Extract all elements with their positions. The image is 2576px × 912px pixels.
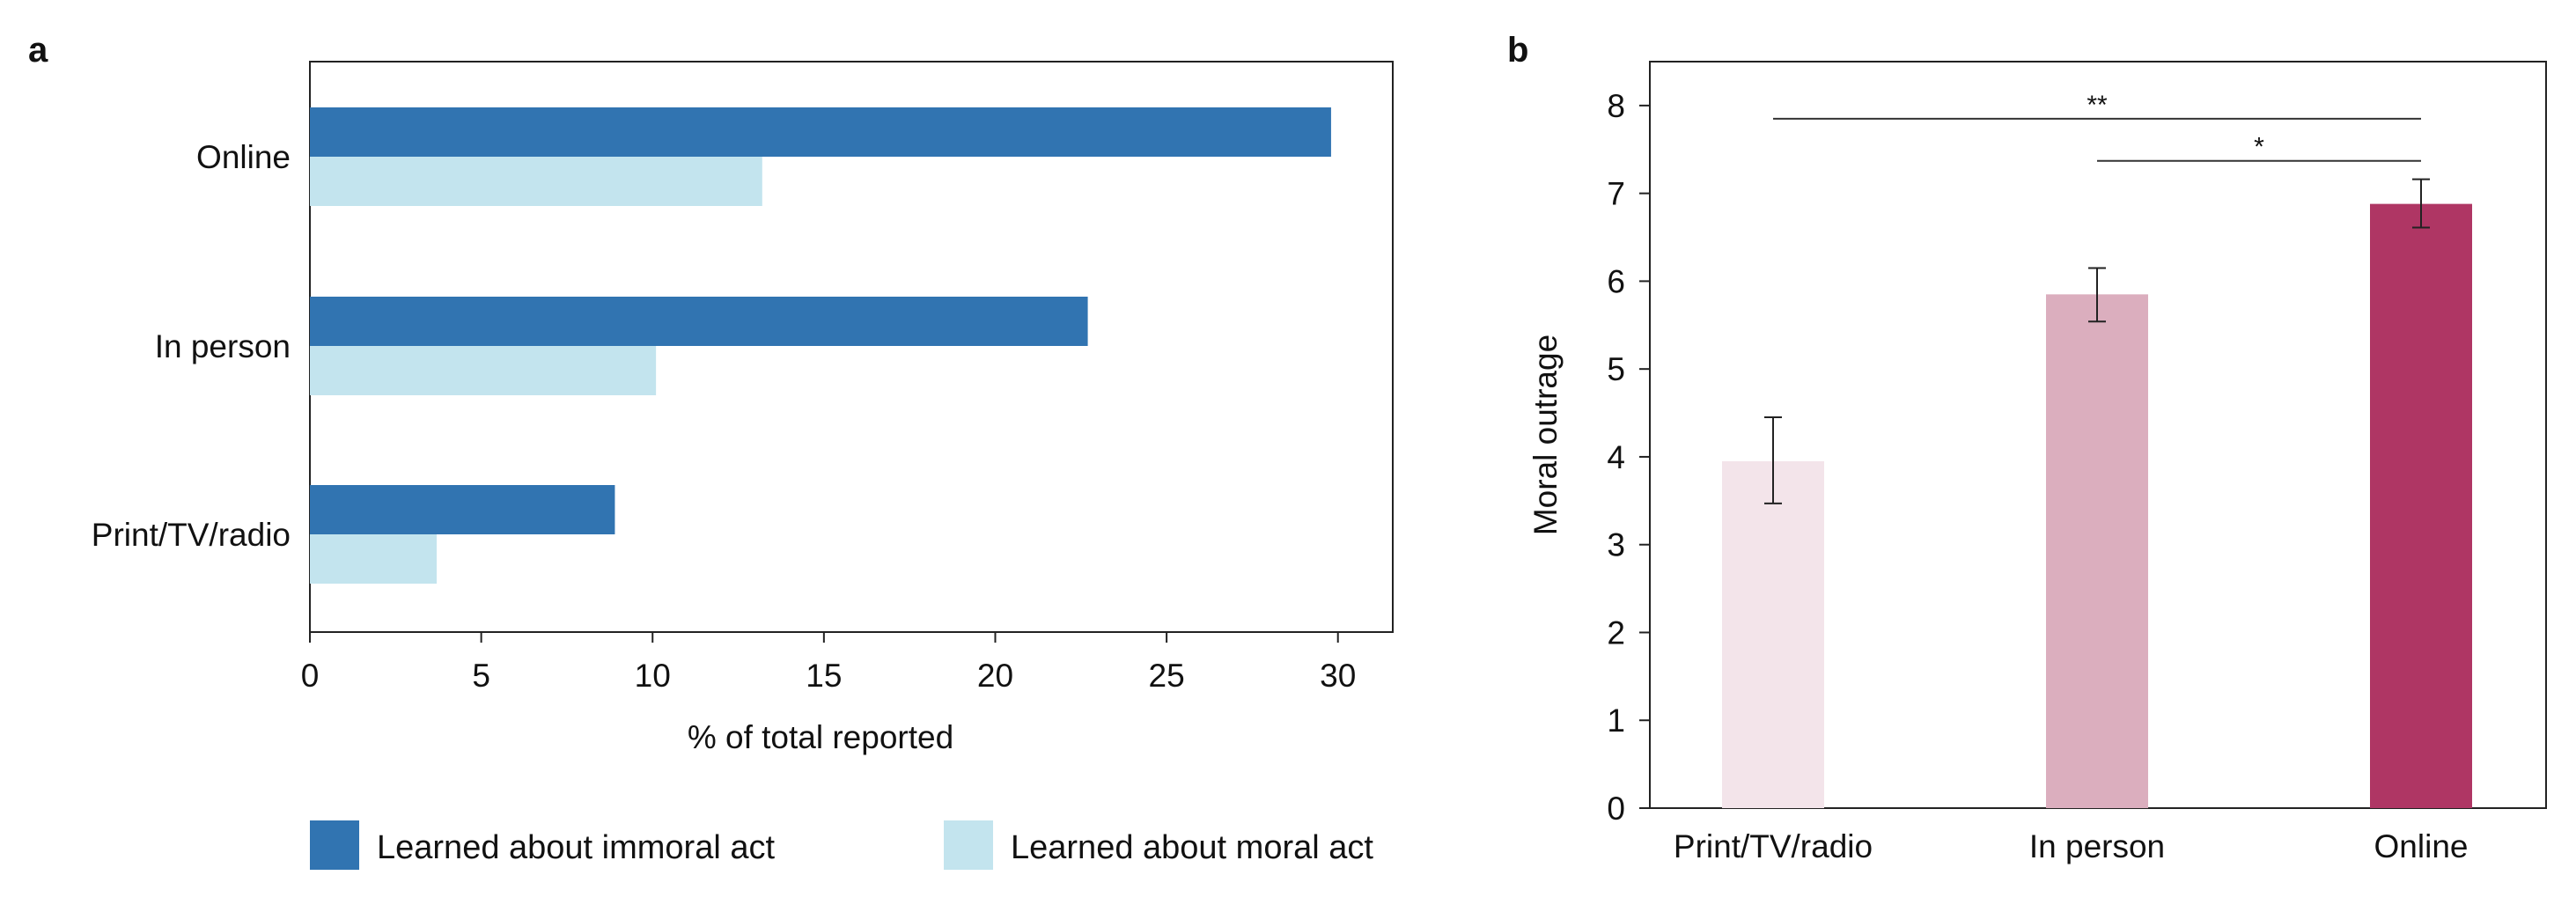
x-tick-label: 10 [635, 658, 671, 694]
panel-b-significance: *** [1773, 91, 2421, 162]
category-label: Print/TV/radio [92, 517, 291, 553]
legend-swatch-immoral [310, 820, 359, 870]
y-tick-label: 4 [1607, 439, 1625, 475]
x-tick-label: 25 [1149, 658, 1185, 694]
y-tick-label: 8 [1607, 88, 1625, 124]
bar-outrage-print-tv-radio [1722, 460, 1824, 808]
y-tick-label: 6 [1607, 263, 1625, 299]
bar-immoral-online [310, 107, 1331, 157]
bar-moral-in-person [310, 346, 657, 395]
bar-immoral-in-person [310, 297, 1088, 346]
category-label: In person [155, 328, 291, 364]
panel-b-y-axis-title: Moral outrage [1527, 335, 1564, 535]
panel-a-category-labels: Online In person Print/TV/radio [92, 139, 291, 553]
panel-b-y-ticks: 0 1 2 3 4 5 6 7 8 [1607, 88, 1650, 827]
panel-a-label: a [28, 31, 48, 70]
panel-b-label: b [1507, 31, 1528, 70]
panel-b-bars [1722, 203, 2472, 808]
bar-moral-print-tv-radio [310, 534, 438, 584]
x-tick-label: 5 [472, 658, 490, 694]
panel-a-x-ticks: 0 5 10 15 20 25 30 [301, 632, 1356, 694]
legend-label-immoral: Learned about immoral act [377, 829, 775, 866]
y-tick-label: 7 [1607, 176, 1625, 212]
y-tick-label: 0 [1607, 791, 1625, 827]
y-tick-label: 2 [1607, 614, 1625, 651]
legend-swatch-moral [944, 820, 993, 870]
panel-b-error-bars [1764, 178, 2430, 504]
y-tick-label: 1 [1607, 702, 1625, 739]
panel-a-x-axis-title: % of total reported [688, 719, 953, 755]
x-tick-label: 30 [1320, 658, 1356, 694]
significance-marker: * [2254, 133, 2264, 162]
category-label: Print/TV/radio [1674, 828, 1873, 864]
y-tick-label: 3 [1607, 527, 1625, 563]
x-tick-label: 0 [301, 658, 320, 694]
bar-outrage-online [2370, 203, 2472, 808]
category-label: Online [196, 139, 291, 175]
panel-b-category-labels: Print/TV/radio In person Online [1674, 828, 2469, 864]
x-tick-label: 20 [977, 658, 1013, 694]
legend-label-moral: Learned about moral act [1011, 829, 1373, 866]
bar-moral-online [310, 157, 762, 206]
y-tick-label: 5 [1607, 351, 1625, 387]
significance-marker: ** [2087, 91, 2108, 120]
bar-outrage-in-person [2046, 294, 2148, 808]
category-label: Online [2374, 828, 2469, 864]
panel-a-bars [310, 107, 1331, 584]
category-label: In person [2029, 828, 2165, 864]
x-tick-label: 15 [806, 658, 842, 694]
bar-immoral-print-tv-radio [310, 485, 615, 534]
